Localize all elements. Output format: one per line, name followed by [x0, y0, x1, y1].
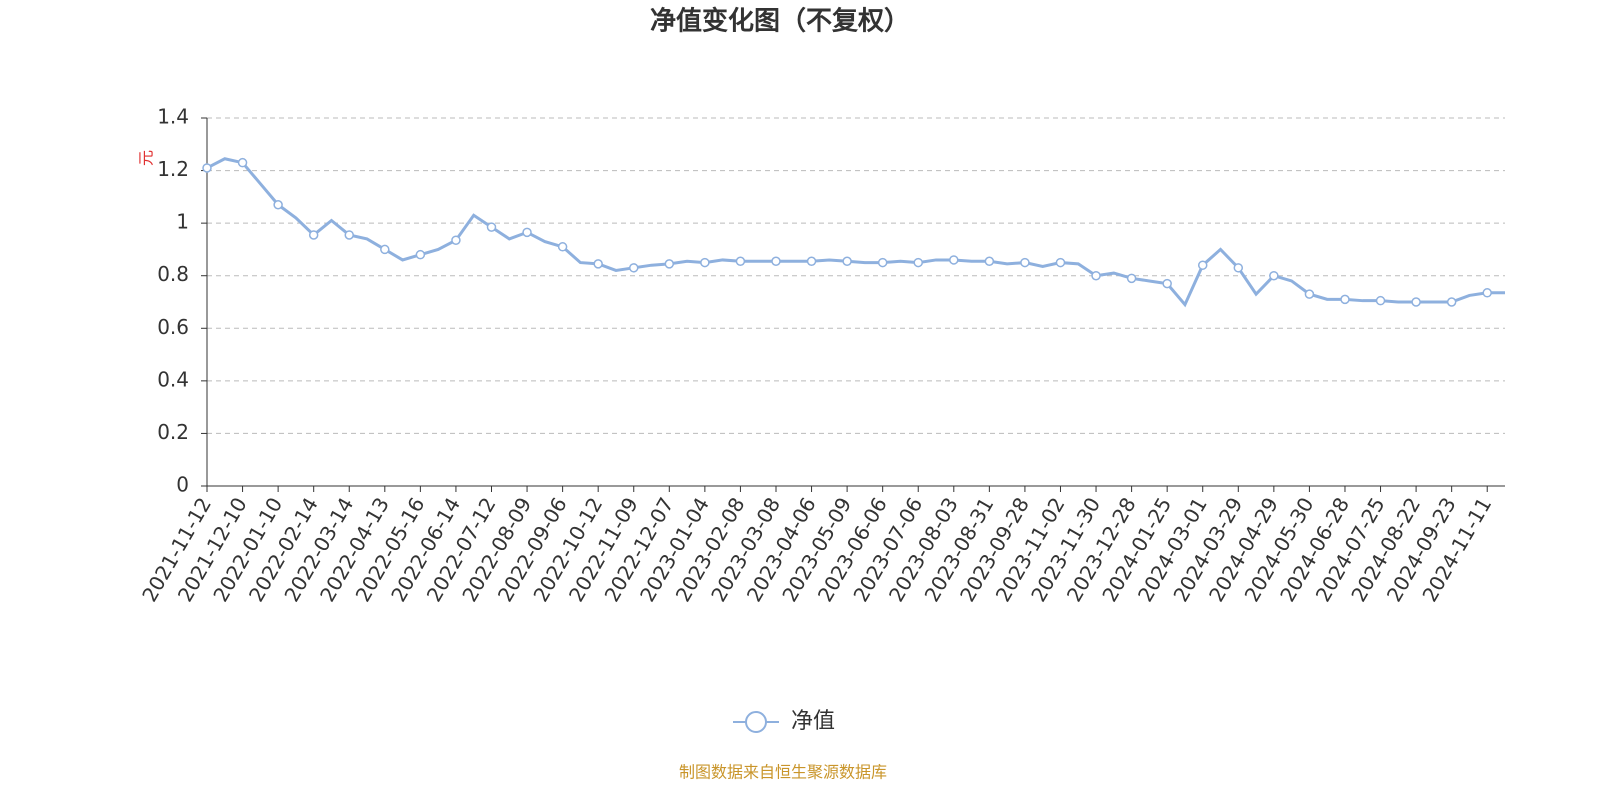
point-marker	[1340, 294, 1350, 305]
point-marker	[237, 157, 248, 168]
point-marker	[1375, 295, 1386, 306]
point-marker	[451, 235, 461, 245]
line-series	[206, 157, 1505, 308]
y-tick-label: 0	[176, 473, 189, 497]
legend-marker	[745, 711, 767, 733]
y-tick-label: 0.4	[157, 367, 189, 391]
y-tick-label: 1.2	[157, 157, 189, 181]
point-marker	[522, 227, 532, 238]
point-marker	[1091, 270, 1101, 281]
point-marker	[1055, 257, 1066, 268]
point-marker	[1020, 257, 1030, 268]
point-marker	[415, 249, 426, 260]
y-tick-label: 0.2	[157, 420, 189, 444]
point-marker	[308, 230, 319, 240]
y-tick-label: 1	[176, 210, 189, 234]
point-marker	[735, 256, 746, 267]
point-marker	[1197, 260, 1208, 270]
chart-title: 净值变化图（不复权）	[650, 6, 910, 37]
point-marker	[913, 257, 923, 268]
point-marker	[1162, 278, 1172, 289]
y-tick-label: 1.4	[157, 105, 189, 129]
point-marker	[664, 259, 675, 269]
point-marker	[1233, 263, 1244, 273]
point-marker	[557, 242, 568, 252]
point-marker	[771, 256, 781, 267]
point-marker	[1411, 297, 1421, 307]
y-tick-label: 0.8	[157, 262, 189, 286]
point-marker	[202, 163, 212, 173]
point-marker	[273, 199, 283, 210]
point-marker	[1482, 288, 1492, 298]
y-axis-unit: 元	[137, 150, 156, 166]
point-marker	[380, 244, 390, 255]
point-marker	[806, 256, 817, 267]
point-marker	[877, 257, 888, 268]
point-marker	[1269, 270, 1279, 281]
point-marker	[700, 257, 710, 268]
point-marker	[593, 259, 603, 269]
point-marker	[842, 256, 852, 267]
point-marker	[628, 263, 639, 273]
point-marker	[1126, 273, 1137, 284]
point-marker	[984, 256, 995, 267]
legend-label: 净值	[791, 709, 835, 734]
point-marker	[1446, 297, 1457, 307]
point-marker	[486, 222, 497, 232]
point-marker	[1304, 289, 1315, 299]
point-marker	[344, 230, 354, 240]
y-tick-label: 0.6	[157, 315, 189, 339]
point-marker	[949, 255, 959, 265]
source-note: 制图数据来自恒生聚源数据库	[679, 763, 887, 782]
